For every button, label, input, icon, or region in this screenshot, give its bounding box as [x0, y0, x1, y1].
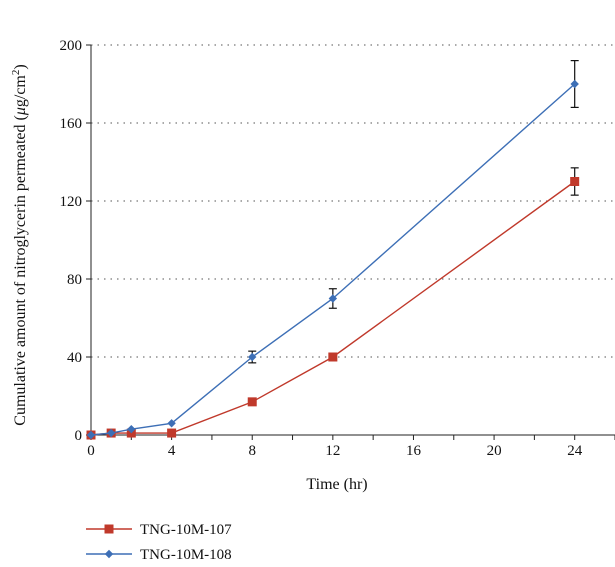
data-point	[106, 428, 116, 438]
y-tick-labels: 0 40 80 120 160 200	[60, 38, 91, 444]
series-line	[90, 83, 576, 436]
data-point	[570, 79, 579, 89]
x-tick-label: 0	[87, 443, 95, 459]
y-tick-label: 80	[67, 272, 82, 288]
data-point	[167, 419, 176, 428]
series	[86, 59, 580, 440]
y-tick-label: 160	[60, 116, 83, 132]
legend-item: TNG-10M-108	[86, 547, 232, 563]
legend: TNG-10M-107 TNG-10M-108	[86, 522, 232, 563]
data-point	[248, 352, 257, 362]
legend-marker	[104, 524, 114, 534]
legend-marker	[104, 549, 114, 559]
y-tick-label: 40	[67, 350, 82, 366]
y-tick-label: 120	[60, 194, 83, 210]
x-tick-label: 24	[567, 443, 583, 459]
y-axis-title-prefix: Cumulative amount of nitroglycerin perme…	[12, 115, 29, 426]
y-axis-title: Cumulative amount of nitroglycerin perme…	[10, 64, 29, 425]
y-tick-label: 0	[75, 428, 83, 444]
data-point	[328, 352, 338, 362]
y-axis-title-mu: μ	[12, 107, 29, 116]
legend-item: TNG-10M-107	[86, 522, 232, 538]
x-tick-labels: 0 4 8 12 16 20 24	[87, 435, 615, 459]
data-point	[86, 430, 96, 440]
legend-label: TNG-10M-108	[140, 547, 232, 563]
legend-label: TNG-10M-107	[140, 522, 232, 538]
y-tick-label: 200	[60, 38, 83, 54]
x-tick-label: 4	[168, 443, 176, 459]
data-point	[247, 397, 257, 407]
data-point	[570, 177, 580, 186]
y-axis-title-suffix: )	[12, 64, 29, 69]
x-tick-label: 16	[406, 443, 422, 459]
axes	[90, 45, 615, 436]
grid-lines	[91, 44, 613, 358]
x-tick-label: 8	[248, 443, 256, 459]
x-tick-label: 12	[325, 443, 340, 459]
x-axis-title: Time (hr)	[306, 476, 367, 493]
y-axis-title-unit: g/cm	[12, 75, 29, 108]
data-point	[167, 428, 177, 438]
x-tick-label: 20	[487, 443, 502, 459]
y-axis-title-exponent: 2	[10, 70, 22, 76]
data-point	[328, 294, 338, 303]
series-1	[86, 59, 579, 440]
data-point	[127, 424, 136, 434]
